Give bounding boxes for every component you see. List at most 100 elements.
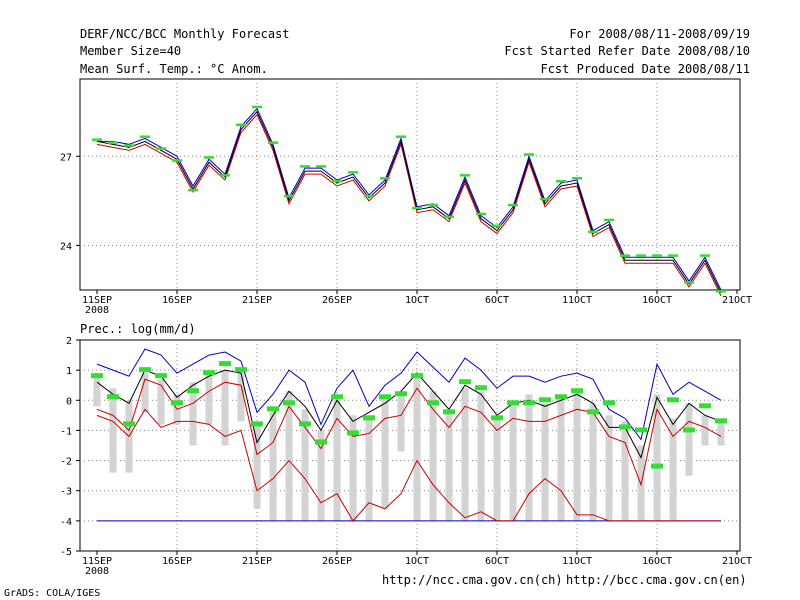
temp-observed-marker [220, 174, 230, 177]
precip-observed-marker [251, 421, 263, 427]
temp-observed-marker [700, 254, 710, 257]
produced-date-label: Fcst Produced Date 2008/08/11 [540, 62, 750, 76]
temp-observed-marker [668, 254, 678, 257]
precip-observed-marker [539, 397, 551, 403]
precip-y-tick-label: -1 [60, 426, 72, 437]
refer-date-label: Fcst Started Refer Date 2008/08/10 [504, 44, 750, 58]
precip-spread-bar [525, 394, 533, 521]
temp-observed-marker [540, 197, 550, 201]
precip-spread-bar [141, 373, 149, 413]
temp-plot-frame [79, 78, 741, 291]
chart-title: DERF/NCC/BCC Monthly Forecast [80, 27, 290, 41]
precip-observed-marker [555, 394, 567, 400]
temp-observed-marker [412, 206, 422, 210]
temp-x-tick-label: 1OCT [405, 295, 429, 306]
precip-observed-marker [107, 394, 119, 400]
precip-spread-bar [621, 421, 629, 521]
precip-p-low-line [96, 378, 722, 487]
precip-spread-bar [413, 376, 421, 521]
precip-observed-marker [283, 400, 295, 406]
precip-x-tick-label: 21OCT [722, 556, 752, 567]
precip-spread-bar [301, 409, 309, 521]
temp-x-tick-label: 6OCT [485, 295, 509, 306]
precip-x-tick-label: 21SEP [242, 556, 272, 567]
precip-spread-bar [653, 394, 661, 521]
precip-observed-marker [507, 400, 519, 406]
forecast-period-label: For 2008/08/11-2008/09/19 [569, 27, 750, 41]
precip-observed-marker [219, 361, 231, 367]
precip-observed-marker [139, 367, 151, 373]
precip-observed-marker [331, 394, 343, 400]
precip-spread-bar [605, 415, 613, 521]
temp-observed-marker [716, 289, 726, 293]
temp-observed-marker [268, 141, 278, 144]
temp-observed-marker [572, 177, 582, 180]
temp-observed-marker [444, 215, 454, 219]
precip-observed-marker [347, 430, 359, 436]
precip-spread-bar [333, 394, 341, 521]
temp-y-tick-label: 24 [60, 241, 72, 252]
precip-observed-marker [491, 415, 503, 421]
temp-ensemble-lower-line [96, 113, 722, 297]
precip-spread-bar [189, 382, 197, 446]
precip-spread-bar [109, 388, 117, 473]
bcc-url-link[interactable]: http://bcc.cma.gov.cn(en) [566, 573, 747, 587]
temp-observed-marker [588, 230, 598, 234]
temp-observed-marker [684, 281, 694, 284]
precip-x-tick-label: 16SEP [162, 556, 192, 567]
precip-x-year-label: 2008 [85, 566, 109, 577]
temp-observed-marker [140, 135, 150, 138]
temp-observed-marker [252, 105, 262, 109]
precip-observed-marker [635, 427, 647, 433]
precip-y-tick-label: -4 [60, 517, 72, 528]
temp-observed-marker [508, 203, 518, 207]
temp-observed-marker [172, 159, 182, 162]
precip-spread-bar [253, 424, 261, 509]
precip-spread-bar [429, 391, 437, 521]
precip-y-tick-label: -3 [60, 487, 72, 498]
precip-max-line [96, 348, 722, 441]
precip-spread-bar [461, 388, 469, 521]
precip-spread-bar [541, 403, 549, 521]
precip-observed-marker [587, 409, 599, 415]
temp-observed-marker [380, 177, 390, 180]
precip-spread-bar [237, 370, 245, 422]
precip-spread-bar [349, 415, 357, 521]
temp-observed-marker [236, 123, 246, 127]
precip-observed-marker [683, 427, 695, 433]
precip-spread-bar [269, 409, 277, 521]
temp-ensemble-mean-line [96, 110, 722, 294]
precip-observed-marker [299, 421, 311, 427]
precip-plot-frame [79, 339, 741, 552]
precip-x-tick-label: 16OCT [642, 556, 672, 567]
precip-observed-marker [379, 394, 391, 400]
precip-spread-bar [477, 391, 485, 521]
precip-observed-marker [363, 415, 375, 421]
variable-label: Mean Surf. Temp.: °C Anom. [80, 62, 268, 76]
precip-mean-line [96, 369, 722, 459]
precip-y-tick-label: 2 [66, 336, 72, 347]
temp-observed-marker [124, 144, 134, 147]
temp-observed-marker [620, 254, 630, 257]
precip-spread-bar [317, 430, 325, 521]
precip-observed-marker [667, 397, 679, 403]
precip-spread-bar [381, 397, 389, 509]
precip-spread-bar [701, 415, 709, 446]
precip-spread-bar [493, 415, 501, 521]
temp-observed-marker [636, 254, 646, 257]
precip-observed-marker [603, 400, 615, 406]
temp-x-tick-label: 21OCT [722, 295, 752, 306]
precip-observed-marker [171, 400, 183, 406]
precip-spread-bar [717, 418, 725, 446]
precip-spread-bar [397, 391, 405, 452]
temp-observed-marker [108, 141, 118, 144]
precip-observed-marker [91, 373, 103, 379]
ncc-url-link[interactable]: http://ncc.cma.gov.cn(ch) [382, 573, 563, 587]
temp-observed-marker [428, 203, 438, 207]
precip-observed-marker [571, 388, 583, 394]
precip-observed-marker [235, 367, 247, 373]
precip-observed-marker [619, 424, 631, 430]
temp-observed-marker [604, 218, 614, 222]
precip-y-tick-label: -2 [60, 457, 72, 468]
